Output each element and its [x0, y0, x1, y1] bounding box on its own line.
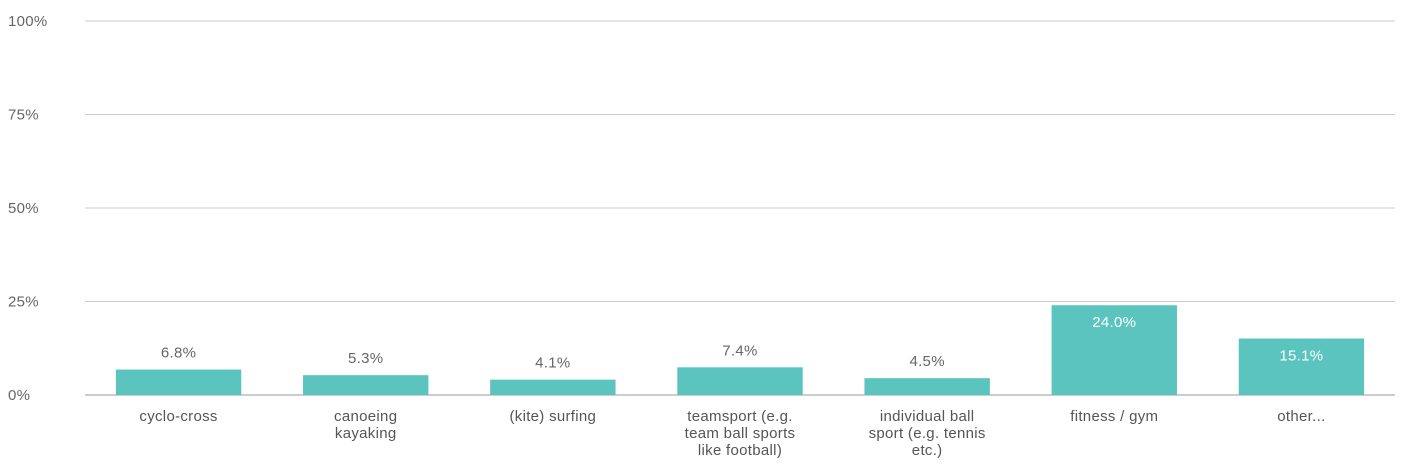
x-tick-label: teamsport (e.g. team ball sports like fo…	[684, 408, 796, 459]
y-tick-label: 75%	[8, 106, 39, 123]
y-tick-label: 25%	[8, 293, 39, 310]
x-tick-label: other...	[1277, 408, 1326, 425]
value-label: 24.0%	[1092, 314, 1136, 331]
value-label: 6.8%	[161, 345, 196, 362]
value-label: 4.1%	[535, 355, 570, 372]
value-label: 5.3%	[348, 350, 383, 367]
y-tick-label: 100%	[8, 13, 48, 30]
y-tick-label: 0%	[8, 387, 30, 404]
bar	[1238, 338, 1365, 395]
x-tick-label: individual ball sport (e.g. tennis etc.)	[868, 408, 986, 459]
value-label: 4.5%	[909, 353, 944, 370]
x-tick-label: fitness / gym	[1070, 408, 1159, 425]
bar	[490, 379, 616, 395]
bar	[677, 367, 803, 395]
bar	[115, 369, 242, 395]
x-tick-label: (kite) surfing	[509, 408, 597, 425]
bar	[303, 375, 429, 395]
value-label: 7.4%	[722, 342, 757, 359]
x-tick-label: cyclo-cross	[139, 408, 218, 425]
bar	[864, 378, 990, 395]
y-tick-label: 50%	[8, 200, 39, 217]
bar	[1051, 305, 1177, 395]
x-tick-label: canoeing kayaking	[334, 408, 398, 442]
value-label: 15.1%	[1279, 347, 1323, 364]
